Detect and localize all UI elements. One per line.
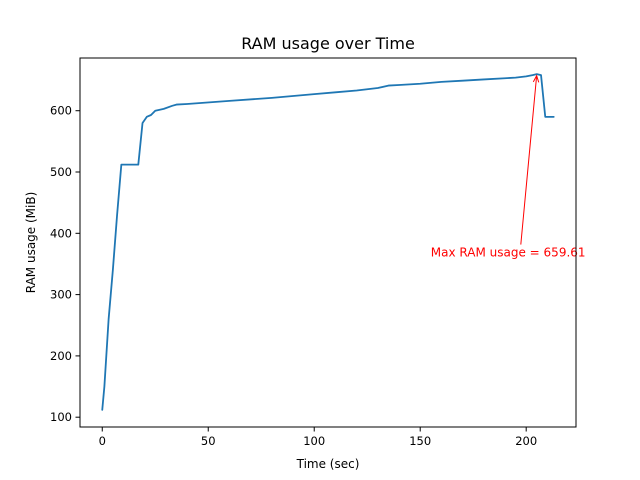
x-tick-label: 150 — [409, 434, 431, 448]
annotation-layer: Max RAM usage = 659.61 — [431, 74, 586, 260]
series-layer — [101, 73, 555, 411]
y-tick-label: 600 — [50, 104, 72, 118]
x-tick-label: 100 — [303, 434, 325, 448]
x-tick-label: 200 — [515, 434, 537, 448]
y-axis-label: RAM usage (MiB) — [24, 192, 38, 294]
y-tick-label: 400 — [50, 226, 72, 240]
annotation-arrow — [520, 75, 538, 245]
max-ram-annotation: Max RAM usage = 659.61 — [431, 246, 586, 260]
y-tick-label: 200 — [50, 349, 72, 363]
chart-title: RAM usage over Time — [241, 34, 415, 53]
y-axis: 100 200 300 400 500 600 — [50, 104, 80, 424]
y-tick-label: 500 — [50, 165, 72, 179]
x-axis-label: Time (sec) — [296, 457, 360, 471]
annotation-arrowhead — [532, 74, 540, 83]
plot-area: Max RAM usage = 659.61 — [79, 57, 586, 428]
series-line — [101, 73, 555, 411]
y-tick-label: 300 — [50, 288, 72, 302]
x-tick-label: 50 — [201, 434, 216, 448]
x-tick-label: 0 — [99, 434, 106, 448]
y-tick-label: 100 — [50, 410, 72, 424]
plot-frame — [79, 57, 577, 428]
x-axis: 0 50 100 150 200 — [99, 427, 537, 448]
